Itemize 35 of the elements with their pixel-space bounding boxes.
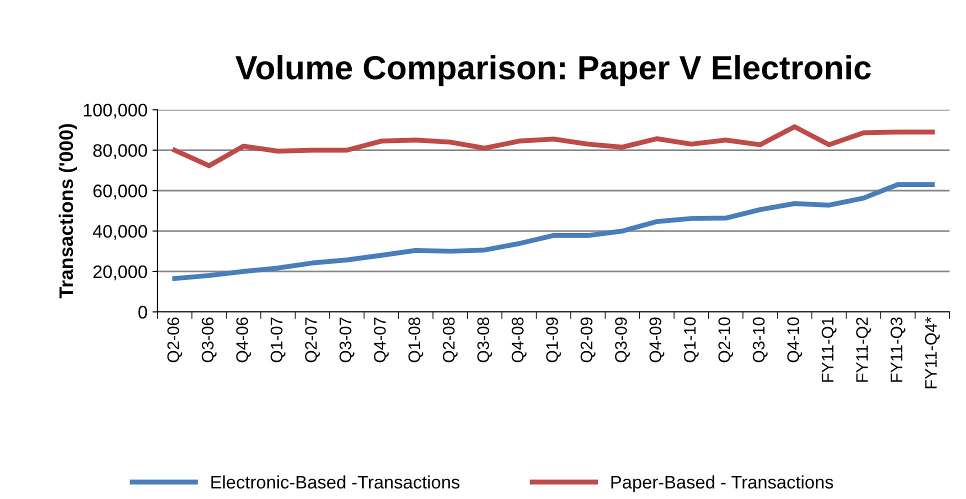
legend-label: Paper-Based - Transactions: [611, 475, 834, 492]
x-tick-label: Q1-10: [684, 317, 699, 362]
x-tick-label: Q3-10: [752, 317, 768, 362]
legend-label: Electronic-Based -Transactions: [211, 475, 460, 489]
y-tick-label: 20,000: [93, 265, 148, 280]
y-tick-label: 0: [138, 306, 148, 319]
x-tick-label: FY11-Q1: [822, 318, 836, 382]
x-tick-label: Q4-08: [512, 317, 527, 362]
y-axis-title: Transactions ('000): [58, 124, 77, 298]
x-tick-label: Q3-09: [615, 318, 630, 362]
x-tick-label: Q1-09: [546, 318, 561, 362]
x-tick-label: Q1-07: [270, 318, 286, 362]
line-series: [172, 124, 935, 168]
y-tick-label: 40,000: [92, 224, 148, 240]
x-tick-label: FY11-Q3: [890, 317, 906, 382]
x-tick-label: Q2-06: [167, 317, 182, 362]
x-tick-label: Q2-08: [442, 317, 458, 362]
x-tick-label: Q4-07: [374, 318, 389, 362]
x-tick-label: Q4-10: [787, 317, 802, 362]
x-tick-label: Q2-10: [718, 317, 734, 362]
line-series: [172, 182, 935, 281]
x-tick-label: Q2-09: [580, 318, 596, 362]
chart-title: Volume Comparison: Paper V Electronic: [235, 55, 871, 86]
x-tick-label: Q3-06: [202, 317, 217, 362]
y-tick-label: 60,000: [93, 184, 148, 200]
x-tick-label: Q3-08: [477, 317, 492, 362]
x-tick-label: Q4-09: [650, 318, 664, 362]
x-tick-label: FY11-Q4*: [925, 316, 940, 388]
y-tick-label: 100,000: [84, 104, 148, 119]
x-tick-label: Q3-07: [340, 318, 354, 362]
x-tick-label: Q1-08: [408, 317, 424, 362]
x-tick-label: Q4-06: [236, 317, 252, 362]
x-tick-label: Q2-07: [305, 318, 320, 362]
x-tick-label: FY11-Q2: [856, 318, 871, 382]
y-tick-label: 80,000: [93, 144, 148, 160]
